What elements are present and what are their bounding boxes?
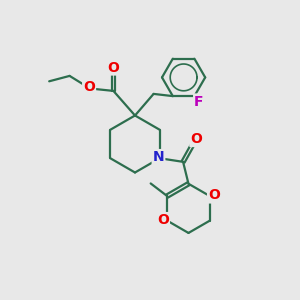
- Text: O: O: [83, 80, 95, 94]
- Text: F: F: [194, 94, 204, 109]
- Text: O: O: [208, 188, 220, 203]
- Text: N: N: [153, 150, 164, 164]
- Text: O: O: [190, 132, 202, 146]
- Text: O: O: [157, 213, 169, 227]
- Text: O: O: [107, 61, 119, 74]
